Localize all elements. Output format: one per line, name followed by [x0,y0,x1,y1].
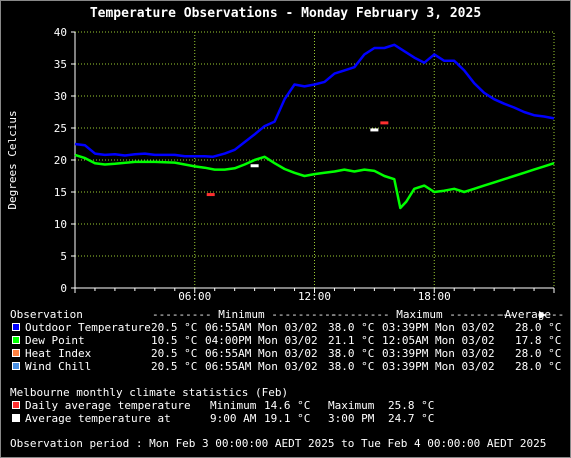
climate-heading: Melbourne monthly climate statistics (Fe… [10,386,570,399]
legend-swatch [12,336,20,344]
legend-max-val: 38.0 °C [328,360,375,373]
legend-max-time: 03:39PM Mon 03/02 [382,321,495,334]
climate-label: Daily average temperature [25,399,191,412]
y-tick-label: 15 [54,186,67,199]
y-axis-label: Degrees Celcius [6,110,19,209]
legend: Observation --------- Minimum ----------… [10,308,570,425]
legend-row: Dew Point 10.5 °C 04:00PM Mon 03/02 21.1 °C… [10,334,570,347]
observation-period: Observation period : Mon Feb 3 00:00:00 … [10,437,547,450]
climate-marker-daily_avg-max [380,121,389,125]
climate-swatch [12,414,20,422]
climate-label: Average temperature at [25,412,171,425]
climate-marker-avg_temp-max [370,128,379,132]
climate-heading-text: Melbourne monthly climate statistics (Fe… [10,386,289,399]
legend-min-val: 10.5 °C [151,334,198,347]
legend-max-val: 38.0 °C [328,347,375,360]
series-line-dewpoint [74,153,555,210]
climate-row: Average temperature at 9:00 AM 19.1 °C 3:00… [10,412,570,425]
chart-title: Temperature Observations - Monday Februa… [89,6,482,21]
climate-min-val: 14.6 °C [264,399,311,412]
legend-max-val: 38.0 °C [328,321,375,334]
climate-swatch [12,401,20,409]
x-tick-label: 18:00 [418,290,451,303]
y-tick-label: 40 [54,26,67,39]
climate-row: Daily average temperature Minimum 14.6 °C M… [10,399,570,412]
legend-label: Outdoor Temperature [25,321,151,334]
y-tick-label: 35 [54,58,67,71]
y-tick-label: 10 [54,218,67,231]
legend-row: Heat Index 20.5 °C 06:55AM Mon 03/02 38.0 °… [10,347,570,360]
legend-swatch [12,323,20,331]
legend-max-val: 21.1 °C [328,334,375,347]
legend-max-time: 03:39PM Mon 03/02 [382,360,495,373]
header-maximum: --------- Maximum ---------- [330,308,516,321]
legend-min-time: 04:00PM Mon 03/02 [205,334,318,347]
legend-min-val: 20.5 °C [151,321,198,334]
climate-max-val: 24.7 °C [388,412,435,425]
header-average: -Average-- [498,308,565,321]
climate-min-label: Minimum [210,399,257,412]
climate-min-val: 19.1 °C [264,412,311,425]
legend-label: Heat Index [25,347,92,360]
series-line-outdoor [74,43,555,159]
header-observation: Observation [10,308,83,321]
legend-min-val: 20.5 °C [151,347,198,360]
legend-header: Observation --------- Minimum ----------… [10,308,570,321]
legend-avg: 28.0 °C [515,321,562,334]
y-tick-label: 30 [54,90,67,103]
legend-min-time: 06:55AM Mon 03/02 [205,360,318,373]
legend-avg: 17.8 °C [515,334,562,347]
header-minimum: --------- Minimum ---------- [152,308,338,321]
climate-max-label: 3:00 PM [328,412,375,425]
legend-row: Wind Chill 20.5 °C 06:55AM Mon 03/02 38.0 °… [10,360,570,373]
legend-max-time: 12:05AM Mon 03/02 [382,334,495,347]
plot-area [74,31,555,289]
legend-min-time: 06:55AM Mon 03/02 [205,321,318,334]
climate-max-label: Maximum [328,399,375,412]
x-tick-label: 12:00 [298,290,331,303]
legend-min-val: 20.5 °C [151,360,198,373]
climate-min-label: 9:00 AM [210,412,257,425]
legend-avg: 28.0 °C [515,347,562,360]
temperature-chart: 0 5 10 15 20 25 30 35 40 06:00 12:00 18:00 Degrees C… [6,26,555,303]
legend-swatch [12,349,20,357]
right-triangle-icon[interactable] [539,311,546,319]
climate-marker-daily_avg-min [206,193,215,197]
legend-min-time: 06:55AM Mon 03/02 [205,347,318,360]
legend-label: Wind Chill [25,360,92,373]
climate-marker-avg_temp-min [250,164,259,168]
legend-swatch [12,362,20,370]
legend-max-time: 03:39PM Mon 03/02 [382,347,495,360]
legend-label: Dew Point [25,334,85,347]
y-tick-label: 20 [54,154,67,167]
y-tick-label: 5 [60,250,67,263]
legend-avg: 28.0 °C [515,360,562,373]
climate-max-val: 25.8 °C [388,399,435,412]
legend-row: Outdoor Temperature 20.5 °C 06:55AM Mon 03… [10,321,570,334]
y-tick-label: 0 [60,282,67,295]
x-tick-label: 06:00 [178,290,211,303]
y-tick-label: 25 [54,122,67,135]
